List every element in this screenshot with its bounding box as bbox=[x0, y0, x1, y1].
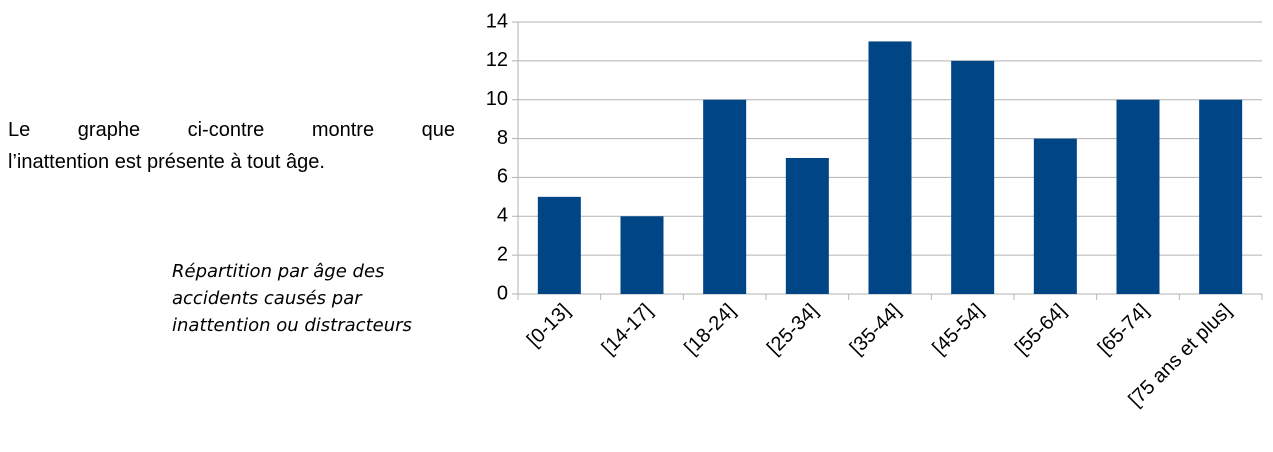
x-tick-label: [55-64] bbox=[1011, 300, 1071, 360]
caption-line: Répartition par âge des bbox=[172, 261, 385, 282]
x-tick-label: [25-34] bbox=[763, 300, 823, 360]
x-tick-label: [45-54] bbox=[928, 300, 988, 360]
bar bbox=[1116, 99, 1160, 294]
paragraph-line: Le graphe ci-contre montre que bbox=[8, 119, 455, 141]
y-tick-label: 2 bbox=[497, 243, 508, 265]
x-tick-label: [18-24] bbox=[680, 300, 740, 360]
bar bbox=[1033, 138, 1077, 294]
caption-line: inattention ou distracteurs bbox=[172, 315, 412, 336]
y-tick-label: 14 bbox=[486, 10, 508, 32]
paragraph: Le graphe ci-contre montre que l’inatten… bbox=[8, 114, 455, 178]
bar bbox=[537, 196, 581, 294]
bar bbox=[951, 60, 995, 294]
bar bbox=[1199, 99, 1243, 294]
caption: Répartition par âge des accidents causés… bbox=[172, 258, 412, 339]
x-tick-label: [35-44] bbox=[846, 300, 906, 360]
bar bbox=[868, 41, 912, 294]
x-tick-label: [14-17] bbox=[598, 300, 658, 360]
bar bbox=[785, 158, 829, 294]
x-tick-label: [65-74] bbox=[1094, 300, 1154, 360]
bar bbox=[620, 216, 664, 294]
caption-line: accidents causés par bbox=[172, 288, 362, 309]
x-tick-label: [0-13] bbox=[523, 300, 575, 352]
y-tick-label: 6 bbox=[497, 166, 508, 188]
y-tick-label: 12 bbox=[486, 49, 508, 71]
y-tick-label: 8 bbox=[497, 127, 508, 149]
bar bbox=[703, 99, 747, 294]
paragraph-line: l’inattention est présente à tout âge. bbox=[8, 151, 325, 173]
y-tick-label: 4 bbox=[497, 205, 508, 227]
y-tick-label: 10 bbox=[486, 88, 508, 110]
y-tick-label: 0 bbox=[497, 282, 508, 304]
